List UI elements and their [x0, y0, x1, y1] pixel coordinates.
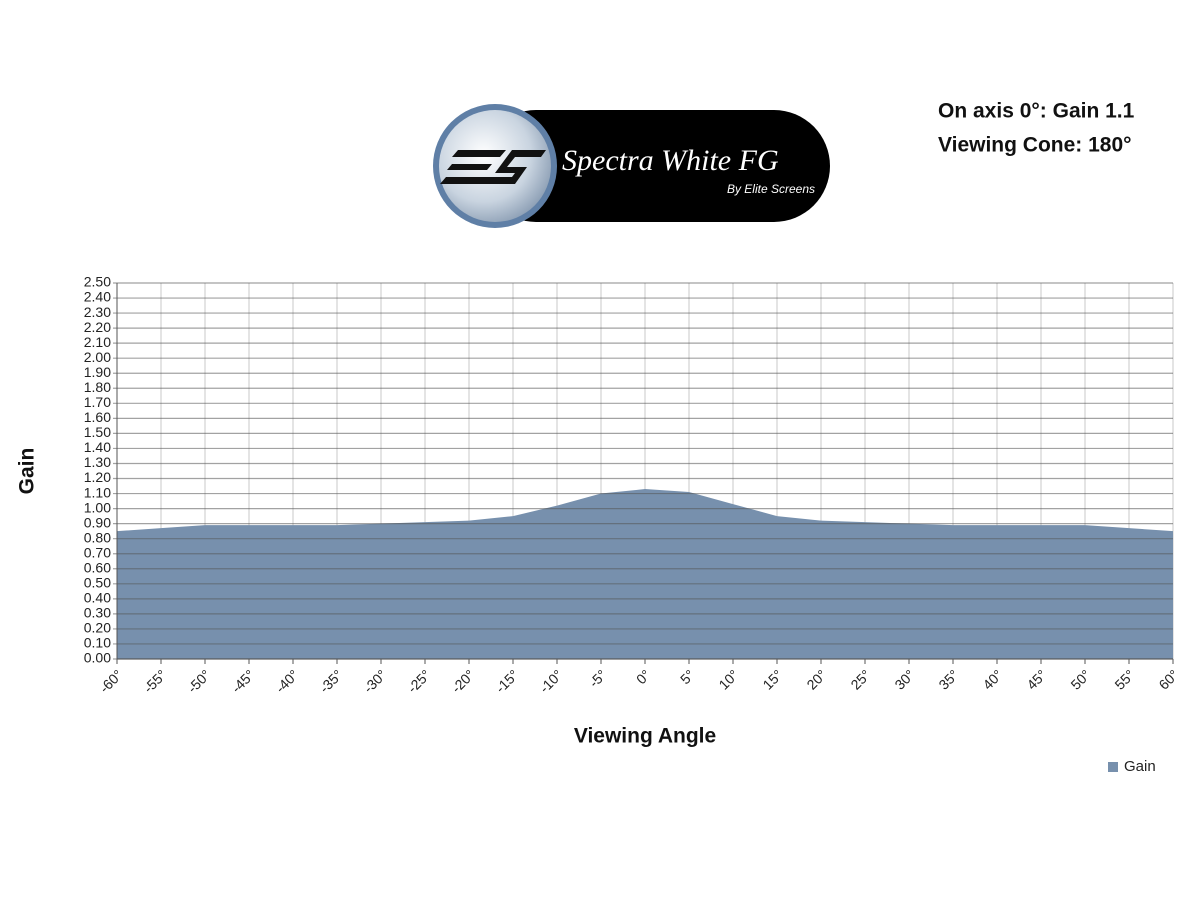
y-tick-label: 2.40 [84, 289, 111, 305]
x-tick-label: 30° [891, 666, 917, 692]
logo-title: Spectra White FG [562, 144, 779, 177]
x-tick-label: 60° [1155, 666, 1181, 692]
x-tick-label: -30° [360, 666, 390, 696]
y-tick-label: 0.60 [84, 559, 111, 575]
logo-disc [439, 110, 551, 222]
x-tick-label: 35° [935, 666, 961, 692]
y-axis-title: Gain [16, 448, 39, 495]
y-tick-label: 0.80 [84, 529, 111, 545]
y-tick-label: 2.50 [84, 274, 111, 290]
x-tick-label: -10° [536, 666, 566, 696]
x-tick-label: 55° [1111, 666, 1137, 692]
y-tick-label: 2.00 [84, 349, 111, 365]
x-tick-label: 5° [677, 666, 698, 687]
y-tick-label: 1.30 [84, 454, 111, 470]
y-tick-label: 0.00 [84, 650, 111, 666]
x-tick-label: -15° [492, 666, 522, 696]
x-tick-label: -20° [448, 666, 478, 696]
y-tick-label: 0.50 [84, 575, 111, 591]
y-tick-label: 0.10 [84, 635, 111, 651]
y-tick-label: 2.30 [84, 304, 111, 320]
y-tick-label: 1.20 [84, 469, 111, 485]
x-tick-label: 15° [759, 666, 785, 692]
annotation: Viewing Cone: 180° [938, 134, 1132, 157]
y-tick-label: 1.50 [84, 424, 111, 440]
y-tick-label: 0.30 [84, 605, 111, 621]
y-tick-label: 0.90 [84, 514, 111, 530]
logo-band [480, 110, 830, 222]
y-tick-label: 0.20 [84, 620, 111, 636]
x-axis-title: Viewing Angle [574, 725, 716, 748]
y-tick-label: 0.40 [84, 590, 111, 606]
y-tick-label: 1.90 [84, 364, 111, 380]
x-tick-label: -25° [404, 666, 434, 696]
x-tick-label: 25° [847, 666, 873, 692]
legend-swatch [1108, 762, 1118, 772]
y-tick-label: 1.70 [84, 394, 111, 410]
y-tick-label: 1.60 [84, 409, 111, 425]
y-tick-label: 0.70 [84, 544, 111, 560]
x-tick-label: -55° [140, 666, 170, 696]
legend-label: Gain [1124, 758, 1156, 775]
y-tick-label: 2.10 [84, 334, 111, 350]
x-tick-label: 10° [715, 666, 741, 692]
y-tick-label: 1.00 [84, 499, 111, 515]
annotation: On axis 0°: Gain 1.1 [938, 100, 1135, 123]
x-tick-label: 45° [1023, 666, 1049, 692]
x-tick-label: -50° [184, 666, 214, 696]
x-tick-label: 20° [803, 666, 829, 692]
x-tick-label: -45° [228, 666, 258, 696]
logo-subtitle: By Elite Screens [727, 182, 815, 196]
y-tick-label: 1.40 [84, 439, 111, 455]
y-tick-label: 1.10 [84, 484, 111, 500]
logo-mark [440, 150, 546, 184]
x-tick-label: 50° [1067, 666, 1093, 692]
x-tick-label: -5° [586, 666, 610, 690]
x-tick-label: -40° [272, 666, 302, 696]
x-tick-label: -60° [96, 666, 126, 696]
logo: Spectra White FG By Elite Screens [433, 104, 830, 228]
x-tick-label: 40° [979, 666, 1005, 692]
y-tick-label: 2.20 [84, 319, 111, 335]
x-tick-label: 0° [633, 666, 654, 687]
y-tick-label: 1.80 [84, 379, 111, 395]
area [117, 489, 1173, 659]
x-tick-label: -35° [316, 666, 346, 696]
